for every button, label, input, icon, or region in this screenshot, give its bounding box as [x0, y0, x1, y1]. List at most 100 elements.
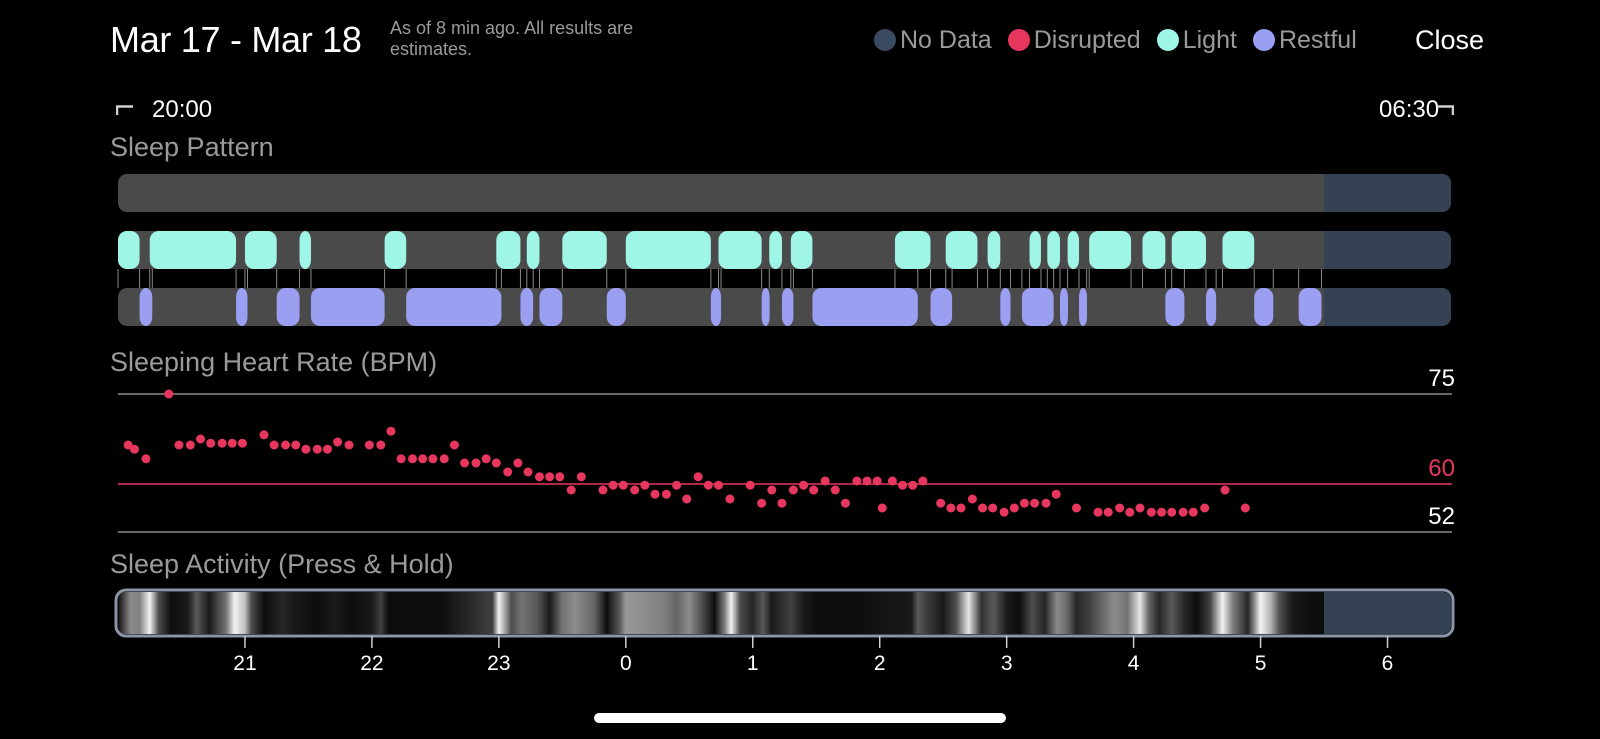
heart-rate-point	[1240, 503, 1250, 513]
heart-rate-point	[576, 472, 586, 482]
page-title: Mar 17 - Mar 18	[110, 19, 362, 60]
heart-rate-point	[449, 440, 459, 450]
restful-segment	[1298, 288, 1322, 326]
heart-rate-point	[1051, 489, 1061, 499]
heart-rate-point	[185, 440, 195, 450]
light-segment	[769, 231, 782, 269]
heart-rate-point	[534, 472, 544, 482]
light-segment	[987, 231, 1001, 269]
heart-rate-point	[887, 476, 897, 486]
light-row-no-data-edge	[1324, 231, 1337, 269]
heart-rate-point	[439, 454, 449, 464]
heart-rate-point	[946, 503, 956, 513]
heart-rate-point	[852, 476, 862, 486]
heart-rate-point	[281, 440, 291, 450]
heart-rate-point	[364, 440, 374, 450]
legend-label-disrupted: Disrupted	[1033, 26, 1141, 54]
legend: No Data Disrupted Light Restful	[874, 25, 1373, 55]
restful-segment	[1021, 288, 1054, 326]
x-axis-tick-label: 22	[360, 652, 383, 675]
heart-rate-point	[386, 426, 396, 436]
heart-rate-point	[206, 438, 216, 448]
heart-rate-point	[820, 476, 830, 486]
restful-segment	[1059, 288, 1068, 326]
light-segment	[1047, 231, 1060, 269]
light-segment	[1222, 231, 1255, 269]
legend-item-restful: Restful	[1252, 25, 1357, 55]
legend-label-restful: Restful	[1278, 26, 1357, 54]
heart-rate-point	[513, 458, 523, 468]
restful-segment	[1165, 288, 1185, 326]
heart-rate-point	[777, 498, 787, 508]
heart-rate-point	[693, 472, 703, 482]
range-start-time[interactable]: 20:00	[152, 96, 213, 123]
light-segment	[625, 231, 711, 269]
heart-rate-point	[618, 480, 628, 490]
heart-rate-point	[1167, 507, 1177, 517]
heart-rate-point	[408, 454, 418, 464]
heart-rate-point	[503, 467, 513, 477]
heart-rate-point	[598, 485, 608, 495]
heart-rate-point	[703, 480, 713, 490]
legend-dot-restful	[1252, 29, 1275, 51]
heart-rate-point	[745, 480, 755, 490]
estimate-note: As of 8 min ago. All results are estimat…	[390, 18, 634, 59]
heart-rate-point	[428, 454, 438, 464]
heart-rate-point	[767, 485, 777, 495]
heart-rate-point	[999, 507, 1009, 517]
light-segment	[790, 231, 813, 269]
close-button[interactable]: Close	[1415, 25, 1485, 55]
x-axis-tick-label: 21	[233, 652, 256, 675]
range-start-bracket-icon[interactable]	[116, 105, 134, 115]
restful-segment	[710, 288, 722, 326]
heart-rate-point	[196, 434, 206, 444]
heart-rate-point	[301, 444, 311, 454]
range-end-time[interactable]: 06:30	[1379, 96, 1440, 123]
x-axis-tick-label: 0	[620, 652, 632, 675]
range-end-bracket-icon[interactable]	[1436, 105, 1454, 115]
home-indicator[interactable]	[594, 713, 1006, 723]
heart-rate-point	[322, 444, 332, 454]
heart-rate-point	[1071, 503, 1081, 513]
restful-segment	[1254, 288, 1274, 326]
heart-rate-point	[1157, 507, 1167, 517]
heart-rate-point	[174, 440, 184, 450]
restful-row-no-data-edge	[1324, 288, 1337, 326]
heart-rate-point	[898, 480, 908, 490]
x-axis-tick-label: 4	[1128, 652, 1140, 675]
heart-rate-point	[840, 498, 850, 508]
heart-rate-point	[1009, 503, 1019, 513]
heart-rate-point	[269, 440, 279, 450]
heart-rate-point	[661, 489, 671, 499]
light-segment	[562, 231, 607, 269]
legend-item-disrupted: Disrupted	[1007, 25, 1141, 55]
heart-rate-point	[312, 444, 322, 454]
heart-rate-point	[396, 454, 406, 464]
light-segment	[299, 231, 311, 269]
heart-rate-point	[481, 454, 491, 464]
heart-rate-point	[1041, 498, 1051, 508]
heart-rate-point	[1103, 507, 1113, 517]
light-segment	[244, 231, 277, 269]
x-axis-tick-label: 3	[1001, 652, 1013, 675]
heart-rate-point	[130, 444, 140, 454]
heart-rate-point	[908, 480, 918, 490]
heart-rate-point	[1125, 507, 1135, 517]
restful-segment	[276, 288, 300, 326]
heart-rate-point	[640, 480, 650, 490]
heart-rate-point	[988, 503, 998, 513]
heart-rate-point	[1019, 498, 1029, 508]
x-axis-tick-label: 2	[874, 652, 886, 675]
light-segment	[1142, 231, 1166, 269]
restful-segment	[1000, 288, 1011, 326]
restful-segment	[236, 288, 248, 326]
heart-rate-point	[418, 454, 428, 464]
heart-rate-point	[799, 480, 809, 490]
disrupted-row-track	[118, 174, 1451, 212]
heart-rate-point	[630, 485, 640, 495]
heart-rate-point	[809, 485, 819, 495]
heart-rate-point	[217, 438, 227, 448]
heart-rate-point	[978, 503, 988, 513]
